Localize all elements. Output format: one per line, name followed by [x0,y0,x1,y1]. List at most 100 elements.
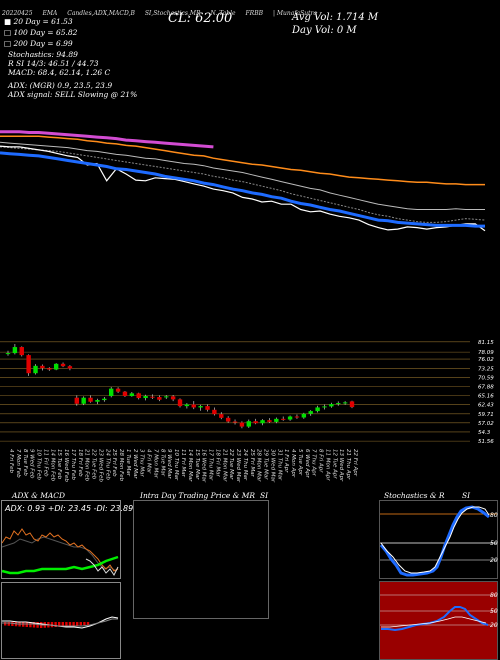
candle-body [260,420,265,424]
macd-bar [29,622,32,628]
avg-volume: Avg Vol: 1.714 M [292,12,379,23]
candle-body [150,396,155,398]
candle-body [74,397,79,404]
date-label: 24 Thu Feb [104,449,110,480]
macd-bar [76,622,79,626]
price-level-label: 76.02 [478,357,494,363]
date-label: 21 Thu Apr [345,449,351,480]
date-label: 6 Wed Apr [304,449,310,479]
stoch-tick-20: 20 [490,557,498,564]
stat-adx-signal: ADX signal: SELL Slowing @ 21% [8,90,138,99]
stat-adx: ADX: (MGR) 0.9, 23.5, 23.9 [8,81,113,90]
price-level-label: 54.3 [478,430,491,436]
candle-body [67,366,73,369]
stat-200-day: □ 200 Day = 6.99 [4,39,73,48]
adx-plus-di-line [1,555,119,575]
date-label: 18 Fri Feb [77,449,83,477]
price-level-label: 81.15 [478,340,494,346]
candle-body [53,363,59,370]
series-ema-gray-2 [0,146,486,223]
date-label: 17 Thu Mar [208,449,214,481]
stat-rsi: R SI 14/3: 46.51 / 44.73 [8,59,99,68]
price-level-label: 78.09 [478,350,494,356]
macd-bar [72,622,75,626]
adx-white-line [85,558,119,576]
candle-body [225,417,231,422]
candle-body [157,397,162,400]
date-label: 9 Wed Mar [166,449,172,479]
candle-body [274,418,279,422]
date-label: 3 Thu Mar [139,449,145,477]
header-indicators: Candles,ADX,MACD,B [67,10,135,17]
chart-header: 20220425 EMA Candles,ADX,MACD,B SI,Stoch… [2,10,325,17]
stat-100-day: □ 100 Day = 65.82 [4,28,78,37]
macd-bar [83,622,86,625]
rsi-tick-50: 50 [490,608,498,615]
rsi-tick-80: 80 [490,592,498,599]
date-label: 28 Mon Mar [256,449,262,482]
candle-body [287,416,293,420]
date-label: 23 Wed Mar [235,449,241,483]
stoch-panel-title: Stochastics & R [384,491,445,500]
date-label: 29 Tue Mar [263,449,269,480]
header-site: | MunafaSutra [272,10,317,17]
candle-body [315,407,320,412]
candle-body [184,404,190,407]
date-label: 18 Fri Mar [214,449,220,478]
candle-body [88,397,93,402]
price-level-label: 51.56 [478,439,494,445]
date-label: 13 Wed Apr [338,449,344,482]
price-level-label: 62.43 [478,403,494,409]
date-label: 30 Wed Mar [269,449,275,483]
candle-body [5,353,11,355]
series-ema-violet [0,130,214,149]
candle-body [143,396,148,399]
date-label: 11 Fri Mar [180,449,186,478]
macd-bar [86,622,90,625]
candle-body [212,409,217,415]
intraday-si-label: SI [260,491,269,500]
rsi-tick-20: 20 [490,622,498,629]
date-label: 14 Mon Feb [49,449,55,482]
price-level-label: 59.71 [478,412,494,418]
intraday-panel-frame [133,500,269,619]
adx-readout: ADX: 0.93 +DI: 23.45 -DI: 23.89 [4,504,133,513]
stoch-d-line [380,506,490,574]
candle-body [170,396,176,400]
indicator-panels: ADX: 0.93 +DI: 23.45 -DI: 23.89 80 50 20… [1,500,498,660]
candle-body [246,421,251,427]
date-label: 15 Tue Mar [194,449,200,480]
candle-body [129,393,135,397]
date-label: 22 Tue Mar [228,449,234,480]
date-label: 25 Fri Feb [111,449,117,477]
adx-line-dark [1,536,117,572]
header-symbol: FRBB [245,10,264,17]
date-label: 4 Mon Apr [290,449,296,478]
candlestick-chart: 78.09 81.15 76.02 73.25 70.59 67.88 65.16 62.43… [0,340,494,483]
date-label: 8 Fri Apr [318,449,324,473]
macd-bar [54,622,57,627]
date-label: 23 Wed Feb [97,449,103,482]
date-label: 10 Thu Mar [173,449,179,481]
stoch-tick-80: 80 [490,512,498,519]
date-label: 25 Fri Mar [249,449,255,478]
price-level-label: 65.16 [478,393,494,399]
header-ema: EMA [42,10,58,17]
header-date: 20220425 [2,10,33,17]
candle-body [239,422,245,427]
date-label: 2 Wed Mar [132,449,138,479]
adx-panel-title: ADX & MACD [12,491,66,500]
macd-bar [50,622,54,628]
candle-body [322,406,327,408]
price-level-label: 70.59 [478,375,494,381]
date-label: 16 Wed Mar [201,449,207,483]
date-label: 7 Mon Feb [15,449,21,478]
macd-panel-frame [1,582,121,659]
candle-body [115,388,121,392]
macd-bar [32,622,36,628]
date-label: 14 Mon Mar [187,449,193,482]
date-label: 17 Thu Feb [70,449,76,480]
macd-bar [79,622,82,626]
candle-body [177,399,183,407]
candle-body [109,388,114,397]
